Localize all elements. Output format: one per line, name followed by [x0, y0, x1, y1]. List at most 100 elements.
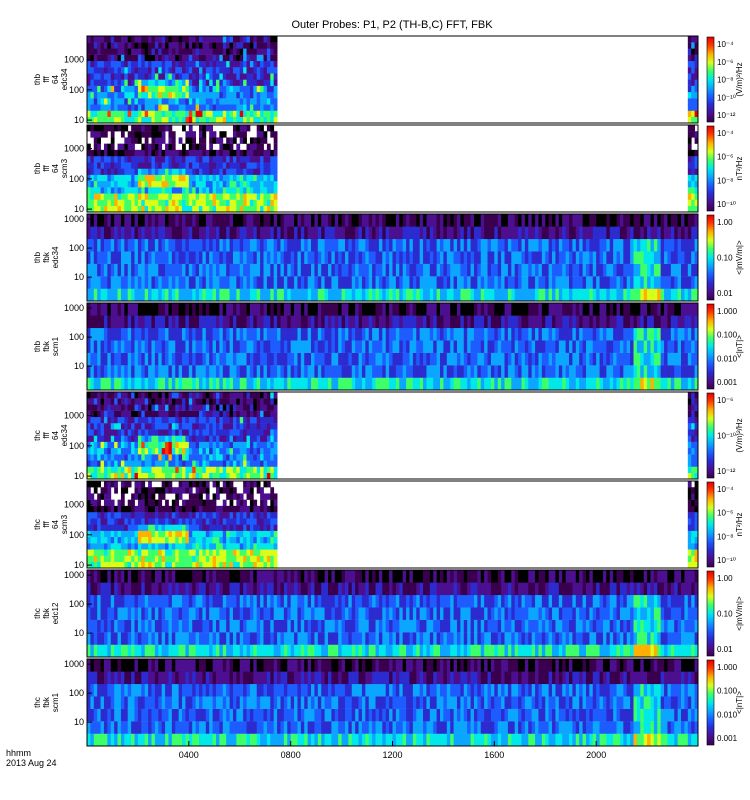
- spectrogram-cell: [151, 441, 156, 449]
- spectrogram-cell: [205, 67, 210, 74]
- spectrogram-cell: [541, 263, 546, 277]
- spectrogram-cell: [188, 137, 193, 144]
- spectrogram-cell: [226, 340, 230, 353]
- spectrogram-cell: [467, 251, 471, 264]
- spectrogram-cell: [582, 303, 587, 316]
- spectrogram-cell: [311, 377, 315, 391]
- spectrogram-cell: [463, 303, 468, 316]
- spectrogram-cell: [253, 315, 258, 329]
- spectrogram-cell: [205, 54, 210, 62]
- spectrogram-cell: [137, 116, 142, 124]
- spectrogram-cell: [103, 423, 108, 430]
- spectrogram-cell: [232, 60, 237, 68]
- spectrogram-cell: [131, 288, 135, 302]
- spectrogram-cell: [375, 340, 380, 353]
- spectrogram-cell: [192, 398, 197, 405]
- spectrogram-cell: [545, 214, 550, 227]
- spectrogram-cell: [97, 156, 101, 163]
- spectrogram-cell: [199, 67, 203, 74]
- spectrogram-cell: [558, 226, 563, 240]
- spectrogram-cell: [300, 288, 305, 302]
- spectrogram-cell: [467, 340, 471, 353]
- spectrogram-cell: [555, 214, 560, 227]
- spectrogram-cell: [202, 377, 207, 391]
- spectrogram-cell: [117, 60, 122, 68]
- spectrogram-cell: [287, 251, 292, 264]
- spectrogram-cell: [392, 238, 397, 252]
- spectrogram-cell: [148, 398, 152, 405]
- spectrogram-cell: [103, 377, 108, 391]
- spectrogram-cell: [297, 276, 302, 289]
- spectrogram-cell: [87, 162, 91, 169]
- spectrogram-cell: [226, 447, 230, 455]
- spectrogram-cell: [331, 226, 336, 240]
- spectrogram-cell: [273, 423, 278, 430]
- spectrogram-cell: [487, 238, 492, 252]
- spectrogram-cell: [243, 423, 247, 430]
- spectrogram-cell: [222, 60, 227, 68]
- spectrogram-cell: [249, 143, 254, 151]
- spectrogram-cell: [521, 238, 526, 252]
- spectrogram-cell: [328, 226, 332, 240]
- spectrogram-cell: [630, 214, 634, 227]
- spectrogram-cell: [453, 352, 458, 366]
- spectrogram-cell: [243, 226, 247, 240]
- spectrogram-cell: [484, 251, 488, 264]
- spectrogram-cell: [266, 205, 271, 213]
- spectrogram-cell: [97, 377, 101, 391]
- spectrogram-cell: [507, 303, 512, 316]
- spectrogram-cell: [585, 352, 590, 366]
- spectrogram-cell: [171, 263, 176, 277]
- spectrogram-cell: [378, 238, 383, 252]
- spectrogram-cell: [158, 42, 163, 49]
- spectrogram-cell: [219, 460, 224, 467]
- spectrogram-cell: [321, 214, 326, 227]
- spectrogram-cell: [619, 315, 624, 329]
- spectrogram-cell: [246, 288, 251, 302]
- spectrogram-cell: [389, 352, 393, 366]
- spectrogram-cell: [270, 410, 275, 418]
- spectrogram-cell: [131, 365, 135, 378]
- spectrogram-cell: [270, 416, 275, 424]
- spectrogram-cell: [117, 410, 122, 418]
- spectrogram-cell: [188, 73, 193, 80]
- spectrogram-cell: [195, 454, 200, 461]
- spectrogram-cell: [456, 315, 461, 329]
- spectrogram-cell: [395, 276, 400, 289]
- spectrogram-cell: [120, 377, 125, 391]
- spectrogram-cell: [90, 42, 95, 49]
- spectrogram-cell: [355, 365, 359, 378]
- spectrogram-cell: [528, 276, 533, 289]
- spectrogram-cell: [175, 352, 180, 366]
- spectrogram-cell: [185, 168, 190, 175]
- spectrogram-cell: [266, 392, 271, 399]
- spectrogram-cell: [545, 238, 550, 252]
- spectrogram-cell: [687, 131, 692, 138]
- spectrogram-cell: [154, 466, 159, 473]
- spectrogram-cell: [205, 410, 210, 418]
- spectrogram-cell: [232, 398, 237, 405]
- spectrogram-cell: [87, 288, 91, 302]
- spectrogram-cell: [148, 365, 152, 378]
- spectrogram-cell: [243, 352, 247, 366]
- spectrogram-cell: [178, 199, 183, 206]
- spectrogram-cell: [694, 327, 699, 341]
- spectrogram-cell: [226, 226, 230, 240]
- spectrogram-cell: [151, 327, 156, 341]
- spectrogram-cell: [137, 60, 142, 68]
- spectrogram-cell: [100, 104, 105, 111]
- spectrogram-cell: [582, 340, 587, 353]
- spectrogram-cell: [440, 263, 444, 277]
- spectrogram-cell: [691, 460, 695, 467]
- spectrogram-cell: [100, 187, 105, 194]
- spectrogram-cell: [137, 180, 142, 188]
- spectrogram-cell: [694, 36, 699, 43]
- spectrogram-cell: [154, 423, 159, 430]
- spectrogram-cell: [151, 410, 156, 418]
- spectrogram-cell: [182, 98, 186, 105]
- spectrogram-cell: [260, 435, 264, 442]
- spectrogram-cell: [361, 226, 366, 240]
- spectrogram-cell: [664, 238, 668, 252]
- spectrogram-cell: [246, 149, 251, 157]
- spectrogram-cell: [253, 435, 258, 442]
